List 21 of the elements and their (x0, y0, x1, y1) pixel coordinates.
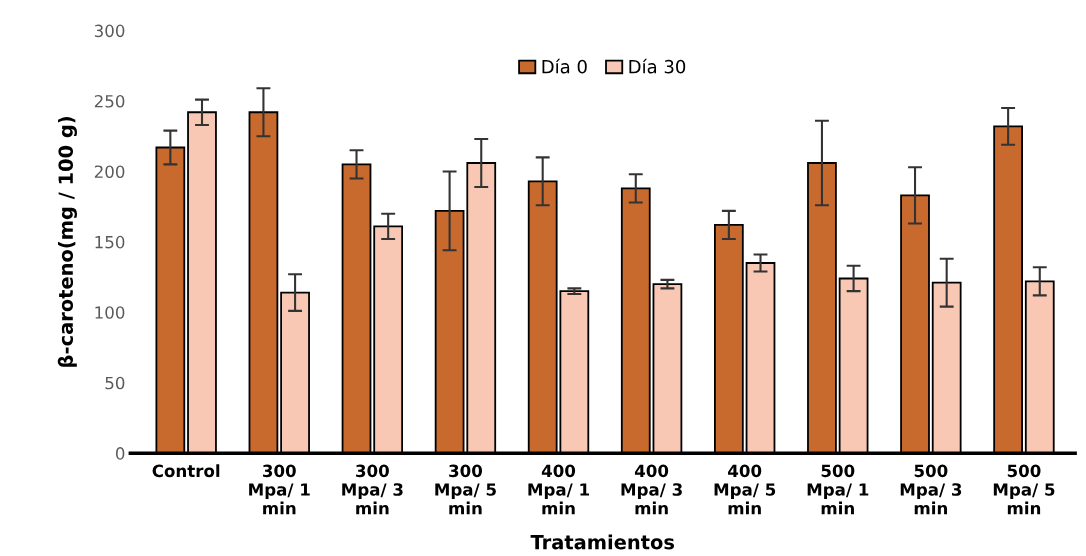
x-tick-label: 400 Mpa/ 3 min (621, 464, 682, 515)
x-tick-label: 300 Mpa/ 3 min (342, 464, 403, 515)
x-tick-label: 500 Mpa/ 1 min (807, 464, 869, 515)
y-tick-label: 300 (94, 24, 125, 38)
legend-label: Día 0 (542, 58, 587, 74)
x-tick-label: 300 Mpa/ 5 min (435, 464, 496, 515)
y-tick-label: 150 (95, 235, 125, 249)
y-tick-label: 100 (95, 306, 125, 319)
x-axis-title: Tratamientos (530, 534, 675, 550)
y-tick-label: 250 (94, 94, 125, 108)
x-tick-label: 500 Mpa/ 5 min (993, 464, 1055, 515)
y-axis-title: β-caroteno(mg / 100 g) (57, 116, 77, 367)
x-tick-label: 400 Mpa/ 1 min (528, 464, 589, 515)
x-tick-label: Control (152, 464, 220, 478)
y-tick-label: 200 (94, 165, 125, 178)
x-tick-label: 300 Mpa/ 1 min (249, 464, 310, 515)
y-tick-label: 0 (115, 447, 125, 460)
x-tick-label: 400 Mpa/ 5 min (714, 464, 776, 515)
y-tick-label: 50 (105, 376, 125, 390)
x-tick-label: 500 Mpa/ 3 min (900, 464, 962, 515)
legend-label: Día 30 (629, 58, 686, 74)
